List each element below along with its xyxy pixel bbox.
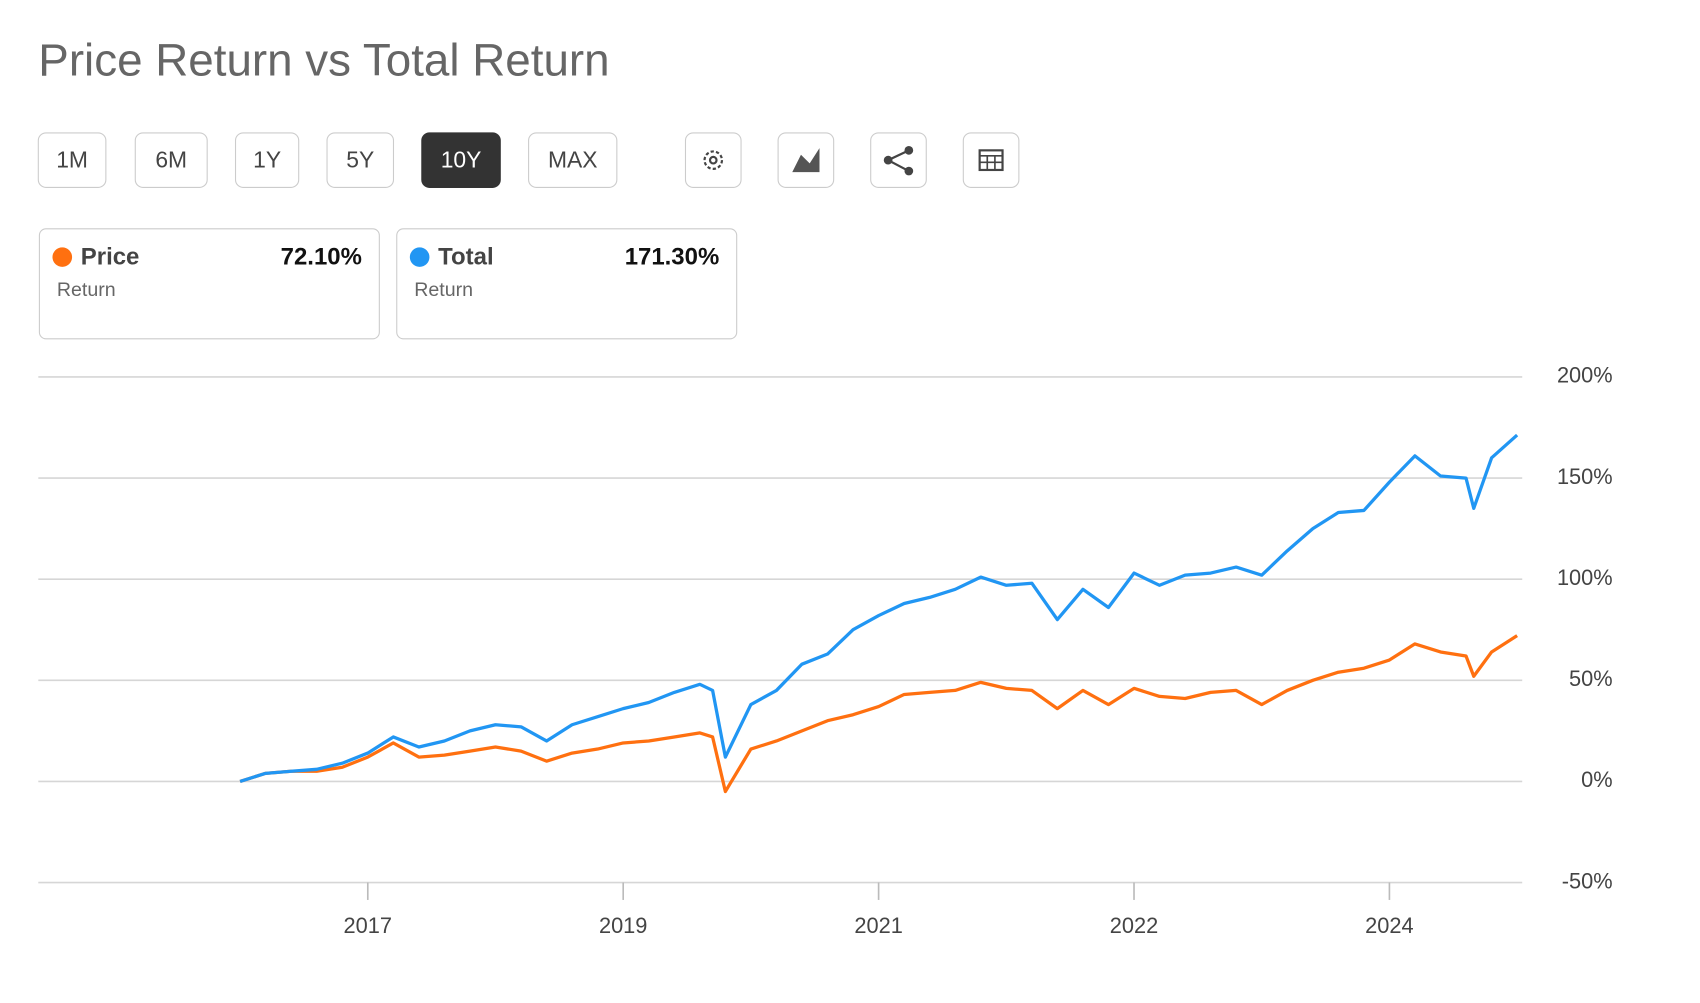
summary-value: 171.30% [625,244,720,271]
legend-name: Total [438,244,493,271]
area-icon [792,148,820,173]
legend-sublabel: Return [414,279,473,301]
range-button-label[interactable]: 5Y [346,146,374,172]
x-tick-label: 2024 [1365,913,1413,938]
summary-card [38,228,380,340]
gear-icon-center [708,155,718,165]
range-button-label[interactable]: 6M [155,146,187,172]
series-line [239,433,1519,783]
y-tick-label: 200% [1557,363,1613,388]
tool-icons[interactable] [684,132,1020,188]
settings-button[interactable] [684,132,742,188]
y-tick-label: 100% [1557,565,1613,590]
table-icon-grid [979,154,1003,170]
range-button-label[interactable]: 10Y [441,146,482,172]
y-tick-label: 0% [1581,767,1612,792]
y-tick-label: -50% [1562,868,1613,893]
legend-name: Price [81,244,140,271]
summary-value: 72.10% [281,244,362,271]
share-dot [904,166,914,176]
series-line [239,634,1518,794]
share-dot [883,155,893,165]
range-button[interactable] [528,132,618,188]
table-icon [978,149,1004,172]
range-button-label[interactable]: 1M [56,146,88,172]
range-button[interactable] [234,132,300,188]
x-tick-label: 2022 [1110,913,1158,938]
x-tick-label: 2017 [344,913,392,938]
range-button[interactable] [326,132,395,188]
table-button[interactable] [962,132,1020,188]
chart-title: Price Return vs Total Return [38,34,609,85]
y-tick-label: 150% [1557,464,1613,489]
range-button-label[interactable]: MAX [548,146,598,172]
legend-sublabel: Return [57,279,116,301]
gear-icon [703,150,724,170]
range-button-label[interactable]: 1Y [253,146,281,172]
share-dot [904,145,914,155]
legend-dot [52,247,73,267]
range-button[interactable] [421,132,501,188]
share-button[interactable] [870,132,927,188]
legend-dot [409,247,430,267]
y-tick-label: 50% [1569,666,1613,691]
x-tick-label: 2019 [599,913,647,938]
range-button[interactable] [37,132,107,188]
summary-card [396,228,738,340]
x-tick-label: 2021 [854,913,902,938]
range-button[interactable] [134,132,208,188]
